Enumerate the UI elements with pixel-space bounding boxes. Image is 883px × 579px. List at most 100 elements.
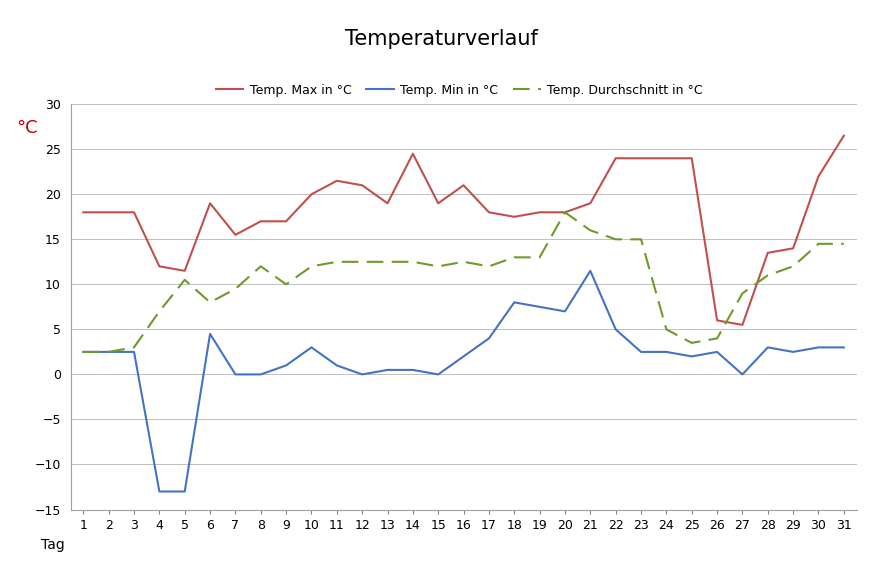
Y-axis label: °C: °C [17,119,38,137]
Temp. Min in °C [306,344,317,351]
Temp. Min in °C [103,349,114,356]
Temp. Durchschnitt in °C [382,258,393,265]
Temp. Max in °C [509,213,519,220]
Temp. Min in °C [788,349,798,356]
Temp. Max in °C [255,218,266,225]
Temp. Durchschnitt in °C [509,254,519,261]
Temp. Max in °C [306,191,317,198]
Temp. Max in °C [408,151,419,157]
Temp. Min in °C [686,353,697,360]
Temp. Min in °C [839,344,849,351]
Temp. Durchschnitt in °C [712,335,722,342]
Temp. Durchschnitt in °C [585,227,596,234]
Temp. Durchschnitt in °C [103,349,114,356]
Temp. Min in °C [763,344,774,351]
Temp. Durchschnitt in °C [281,281,291,288]
Temp. Max in °C [839,132,849,139]
Temp. Durchschnitt in °C [331,258,342,265]
Temp. Durchschnitt in °C [408,258,419,265]
Temp. Durchschnitt in °C [763,272,774,279]
Temp. Durchschnitt in °C [255,263,266,270]
Temp. Min in °C [357,371,367,378]
Temp. Durchschnitt in °C [636,236,646,243]
Temp. Max in °C [78,209,88,216]
Temp. Max in °C [636,155,646,162]
Temp. Min in °C [255,371,266,378]
X-axis label: Tag: Tag [42,538,65,552]
Temp. Durchschnitt in °C [205,299,215,306]
Temp. Durchschnitt in °C [78,349,88,356]
Temp. Max in °C [433,200,443,207]
Temp. Durchschnitt in °C [788,263,798,270]
Temp. Durchschnitt in °C [534,254,545,261]
Temp. Durchschnitt in °C [560,209,570,216]
Temp. Durchschnitt in °C [484,263,494,270]
Temp. Min in °C [78,349,88,356]
Temp. Min in °C [179,488,190,495]
Temp. Min in °C [205,331,215,338]
Temp. Min in °C [230,371,241,378]
Text: Temperaturverlauf: Temperaturverlauf [345,29,538,49]
Temp. Durchschnitt in °C [610,236,621,243]
Temp. Min in °C [129,349,140,356]
Temp. Durchschnitt in °C [433,263,443,270]
Temp. Max in °C [610,155,621,162]
Temp. Min in °C [534,303,545,310]
Line: Temp. Min in °C: Temp. Min in °C [83,271,844,492]
Temp. Min in °C [585,267,596,274]
Temp. Min in °C [408,367,419,373]
Temp. Max in °C [357,182,367,189]
Temp. Max in °C [154,263,164,270]
Temp. Max in °C [560,209,570,216]
Temp. Max in °C [458,182,469,189]
Temp. Max in °C [661,155,672,162]
Temp. Min in °C [331,362,342,369]
Line: Temp. Durchschnitt in °C: Temp. Durchschnitt in °C [83,212,844,352]
Temp. Min in °C [484,335,494,342]
Temp. Max in °C [534,209,545,216]
Temp. Min in °C [281,362,291,369]
Temp. Max in °C [281,218,291,225]
Temp. Max in °C [813,173,824,179]
Temp. Min in °C [712,349,722,356]
Temp. Max in °C [205,200,215,207]
Temp. Min in °C [433,371,443,378]
Temp. Durchschnitt in °C [813,240,824,247]
Temp. Durchschnitt in °C [357,258,367,265]
Temp. Max in °C [763,250,774,256]
Temp. Min in °C [509,299,519,306]
Temp. Durchschnitt in °C [686,339,697,346]
Temp. Min in °C [813,344,824,351]
Temp. Durchschnitt in °C [230,285,241,292]
Temp. Min in °C [560,308,570,315]
Temp. Durchschnitt in °C [458,258,469,265]
Temp. Min in °C [382,367,393,373]
Temp. Max in °C [382,200,393,207]
Temp. Durchschnitt in °C [661,326,672,333]
Temp. Durchschnitt in °C [306,263,317,270]
Temp. Durchschnitt in °C [839,240,849,247]
Temp. Min in °C [458,353,469,360]
Temp. Durchschnitt in °C [129,344,140,351]
Temp. Max in °C [129,209,140,216]
Temp. Max in °C [686,155,697,162]
Temp. Min in °C [154,488,164,495]
Temp. Min in °C [636,349,646,356]
Temp. Max in °C [179,267,190,274]
Temp. Min in °C [661,349,672,356]
Temp. Min in °C [737,371,748,378]
Temp. Max in °C [712,317,722,324]
Line: Temp. Max in °C: Temp. Max in °C [83,135,844,325]
Temp. Min in °C [610,326,621,333]
Temp. Durchschnitt in °C [737,290,748,297]
Temp. Max in °C [230,232,241,239]
Temp. Durchschnitt in °C [179,276,190,283]
Temp. Max in °C [331,177,342,184]
Temp. Max in °C [737,321,748,328]
Temp. Max in °C [484,209,494,216]
Temp. Max in °C [585,200,596,207]
Temp. Max in °C [788,245,798,252]
Legend: Temp. Max in °C, Temp. Min in °C, Temp. Durchschnitt in °C: Temp. Max in °C, Temp. Min in °C, Temp. … [211,79,707,102]
Temp. Durchschnitt in °C [154,308,164,315]
Temp. Max in °C [103,209,114,216]
